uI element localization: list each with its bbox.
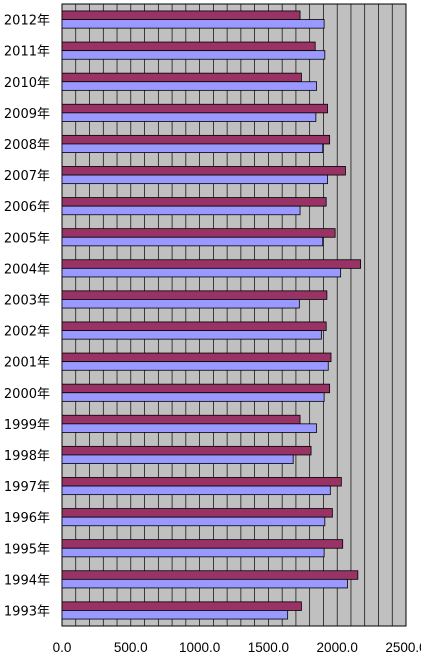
bar-2007年-series-1: [61, 166, 346, 176]
category-label: 2000年: [4, 387, 50, 402]
bar-2003年-series-1: [61, 290, 328, 300]
category-label: 1995年: [4, 542, 50, 557]
bar-1999年-series-2: [61, 423, 317, 433]
bar-2008年-series-2: [61, 143, 324, 153]
x-tick-label: 0.0: [53, 640, 72, 655]
bar-1993年-series-2: [61, 610, 289, 620]
bar-1993年-series-1: [61, 601, 302, 611]
category-label: 2004年: [4, 262, 50, 277]
bar-2000年-series-1: [61, 383, 331, 394]
bar-2005年-series-1: [61, 228, 336, 238]
bar-2012年-series-2: [61, 19, 325, 29]
category-label: 1998年: [4, 449, 50, 464]
bar-2004年-series-1: [61, 259, 361, 269]
bar-2001年-series-2: [61, 361, 329, 371]
bar-2002年-series-2: [61, 330, 322, 340]
x-tick-label: 1500.0: [248, 640, 289, 655]
bar-2010年-series-1: [61, 72, 302, 83]
bar-1996年-series-2: [61, 516, 326, 527]
bar-2008年-series-1: [61, 134, 331, 145]
category-label: 1993年: [4, 604, 50, 619]
bar-2009年-series-2: [61, 112, 317, 122]
bar-2011年-series-2: [61, 50, 326, 60]
bar-series: [61, 10, 361, 620]
bar-2010年-series-2: [61, 81, 317, 91]
bar-2000年-series-2: [61, 392, 325, 402]
bar-1994年-series-2: [61, 578, 348, 589]
bar-1996年-series-1: [61, 508, 333, 518]
bar-2003年-series-2: [61, 299, 300, 309]
plot-area: [61, 3, 407, 627]
category-label: 2007年: [4, 169, 50, 184]
category-label: 1997年: [4, 480, 50, 495]
bar-2001年-series-1: [61, 352, 332, 363]
category-label: 2010年: [4, 76, 50, 91]
category-label: 2002年: [4, 325, 50, 340]
x-tick-label: 500.0: [114, 640, 148, 655]
bar-2007年-series-2: [61, 174, 328, 185]
bar-2011年-series-1: [61, 41, 316, 52]
bar-2006年-series-2: [61, 205, 301, 216]
bar-2006年-series-1: [61, 197, 327, 207]
category-label: 1999年: [4, 418, 50, 433]
bar-2002年-series-1: [61, 321, 327, 331]
bar-2009年-series-1: [61, 103, 328, 114]
bar-1995年-series-1: [61, 539, 344, 549]
x-tick-label: 2000.0: [317, 640, 358, 655]
bar-1998年-series-2: [61, 454, 294, 464]
value-axis-labels: 0.0 500.0 1000.0 1500.0 2000.0 2500.0: [53, 640, 421, 655]
bar-1999年-series-1: [61, 414, 301, 425]
bar-1998年-series-1: [61, 445, 312, 456]
category-label: 2012年: [4, 14, 50, 29]
bar-2004年-series-2: [61, 267, 342, 278]
category-label: 1996年: [4, 511, 50, 526]
category-label: 2005年: [4, 231, 50, 246]
x-tick-label: 1000.0: [179, 640, 220, 655]
category-label: 2008年: [4, 138, 50, 153]
bar-2012年-series-1: [61, 10, 301, 20]
bar-1994年-series-1: [61, 570, 359, 580]
bar-1995年-series-2: [61, 547, 325, 558]
category-label: 1994年: [4, 573, 50, 588]
bar-1997年-series-2: [61, 485, 331, 496]
x-tick-label: 2500.0: [385, 640, 421, 655]
bar-2005年-series-2: [61, 236, 324, 247]
category-label: 2006年: [4, 200, 50, 215]
category-label: 2011年: [4, 45, 50, 60]
category-axis-labels: 2012年 2011年 2010年 2009年 2008年 2007年 2006年 2005年…: [4, 14, 50, 620]
category-label: 2003年: [4, 293, 50, 308]
category-label: 2009年: [4, 107, 50, 122]
bar-1997年-series-1: [61, 477, 342, 487]
category-label: 2001年: [4, 356, 50, 371]
